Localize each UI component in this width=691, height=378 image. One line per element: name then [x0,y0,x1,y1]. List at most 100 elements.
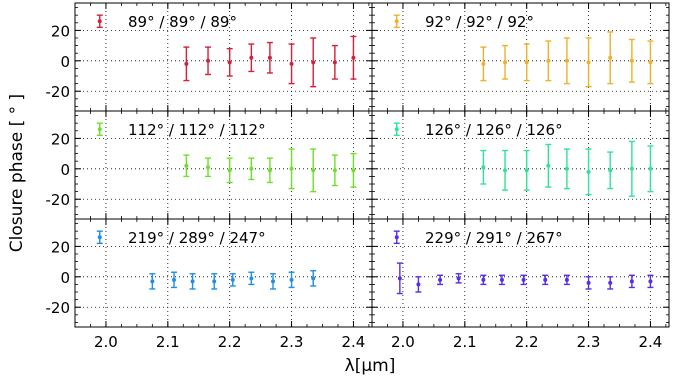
data-point [248,43,255,73]
data-point [205,157,212,178]
data-marker [394,127,399,132]
data-point [563,148,570,190]
data-point [248,271,255,286]
x-axis-label: λ[μm] [345,356,396,376]
data-point [607,151,614,190]
panel-frame [371,218,670,328]
panel-label: 126° / 126° / 126° [425,121,563,139]
data-marker [271,279,275,284]
data-marker [499,277,504,282]
data-marker [311,276,316,281]
data-marker [394,235,399,240]
y-tick-label: -20 [46,191,71,209]
data-point [480,149,487,185]
data-point [183,46,190,82]
data-point [628,140,635,197]
data-marker [97,235,102,240]
data-point [393,14,400,29]
data-point [248,157,255,181]
data-marker [332,168,337,173]
data-marker [564,58,569,63]
y-tick-label: 20 [51,22,70,40]
x-tick-label: 2.4 [342,333,366,351]
data-marker [648,279,653,284]
data-marker [629,166,634,171]
data-point [310,270,317,287]
data-point [149,273,156,290]
data-marker [456,276,461,281]
data-marker [438,277,443,282]
data-point [393,122,400,137]
data-point [628,274,635,289]
data-point [647,145,654,193]
data-point [270,273,276,290]
data-marker [249,276,254,281]
data-marker [416,282,421,287]
data-marker [267,55,272,60]
data-marker [289,61,294,66]
data-marker [227,60,232,65]
data-point [502,149,509,191]
data-marker [503,60,508,65]
x-tick-label: 2.0 [94,333,118,351]
data-marker [629,58,634,63]
data-marker [503,168,508,173]
panel-label: 229° / 291° / 267° [425,229,563,247]
y-tick-label: 20 [51,238,70,256]
data-marker [249,55,254,60]
data-point [607,276,614,290]
x-tick-label: 2.1 [156,333,180,351]
data-point [229,273,236,287]
data-point [310,37,317,88]
data-point [266,41,273,74]
data-point [288,148,295,190]
data-marker [481,61,486,66]
data-marker [206,58,211,63]
data-marker [249,166,254,171]
y-tick-label: -20 [46,83,71,101]
data-point [480,274,487,286]
data-point [266,157,273,184]
panel-label: 92° / 92° / 92° [425,13,534,31]
data-point [331,154,338,187]
data-marker [227,168,232,173]
data-point [96,122,103,137]
data-marker [230,277,235,282]
data-point [183,154,190,178]
data-point [455,273,462,284]
data-point [585,148,592,196]
data-marker [184,163,189,168]
panel-1: 20 0 -20 89° / 89° / 89° [46,2,373,112]
data-marker [150,279,155,284]
x-tick-label: 2.1 [453,333,477,351]
data-marker [190,279,195,284]
data-marker [212,279,217,284]
data-marker [289,166,294,171]
data-point [563,274,570,286]
y-tick-label: 0 [60,269,70,287]
data-marker [311,60,316,65]
data-point [350,35,357,80]
data-point [437,274,444,286]
x-tick-label: 2.0 [391,333,415,351]
data-marker [546,163,551,168]
data-point [545,40,552,82]
data-point [563,37,570,85]
panel-label: 219° / 289° / 247° [128,229,266,247]
data-point [396,262,403,295]
data-marker [608,280,613,285]
data-point [96,14,103,29]
data-point [585,37,592,88]
x-tick-label: 2.2 [515,333,539,351]
data-marker [172,277,176,282]
data-point [288,271,295,289]
data-marker [351,168,356,173]
data-point [647,274,654,289]
data-point [585,276,592,290]
data-marker [608,55,613,60]
data-marker [543,277,548,282]
data-marker [521,277,526,282]
data-marker [564,166,569,171]
data-point [542,274,549,286]
